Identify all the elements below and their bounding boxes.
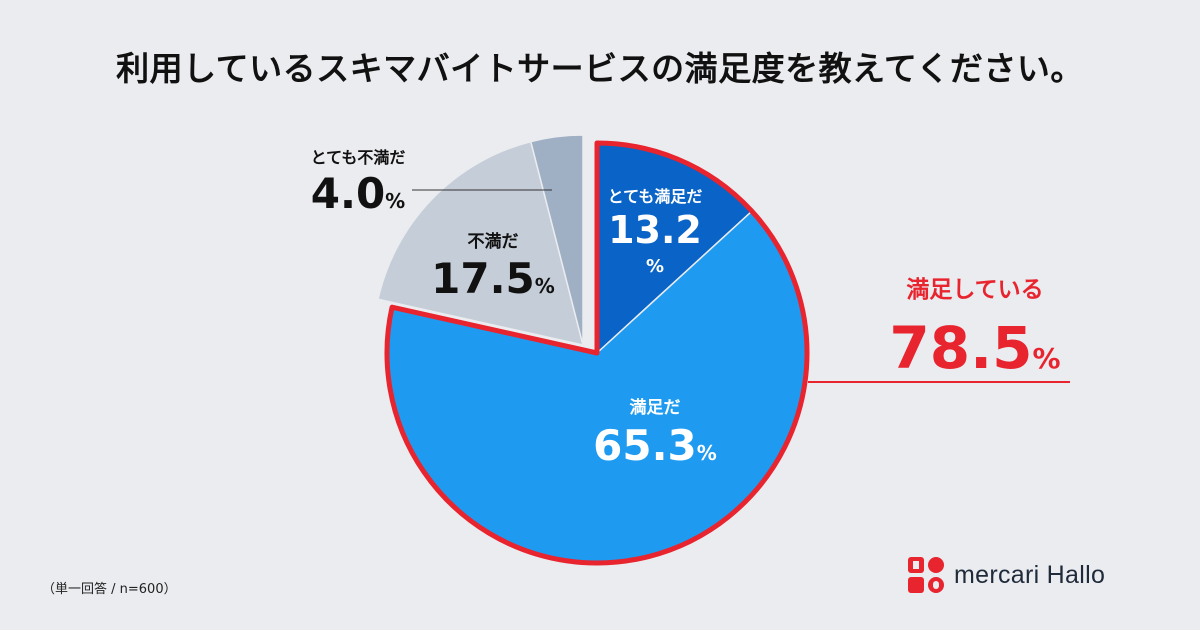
value-satisfied: 65.3%	[593, 421, 717, 470]
label-satisfied: 満足だ	[630, 397, 681, 418]
unit-very-satisfied: %	[646, 256, 664, 277]
label-very-satisfied: とても満足だ	[608, 187, 703, 206]
value-dissatisfied: 17.5%	[431, 254, 555, 303]
label-very-dissatisfied: とても不満だ	[311, 148, 406, 167]
brand-logo: mercari Hallo	[908, 557, 1105, 593]
value-very-satisfied: 13.2	[608, 208, 702, 252]
label-satisfied-total: 満足している	[906, 277, 1043, 303]
value-very-dissatisfied: 4.0%	[311, 169, 405, 218]
chart-title: 利用しているスキマバイトサービスの満足度を教えてください。	[116, 49, 1084, 88]
slice-dissatisfied	[377, 140, 585, 346]
mercari-hallo-logo-icon	[908, 557, 944, 593]
brand-name: mercari Hallo	[954, 560, 1106, 589]
satisfied-group-outline	[384, 140, 810, 566]
label-dissatisfied: 不満だ	[468, 231, 519, 252]
value-satisfied-total: 78.5%	[889, 314, 1060, 382]
slice-very-dissatisfied	[529, 134, 584, 346]
footnote: （単一回答 / n=600）	[42, 582, 177, 597]
